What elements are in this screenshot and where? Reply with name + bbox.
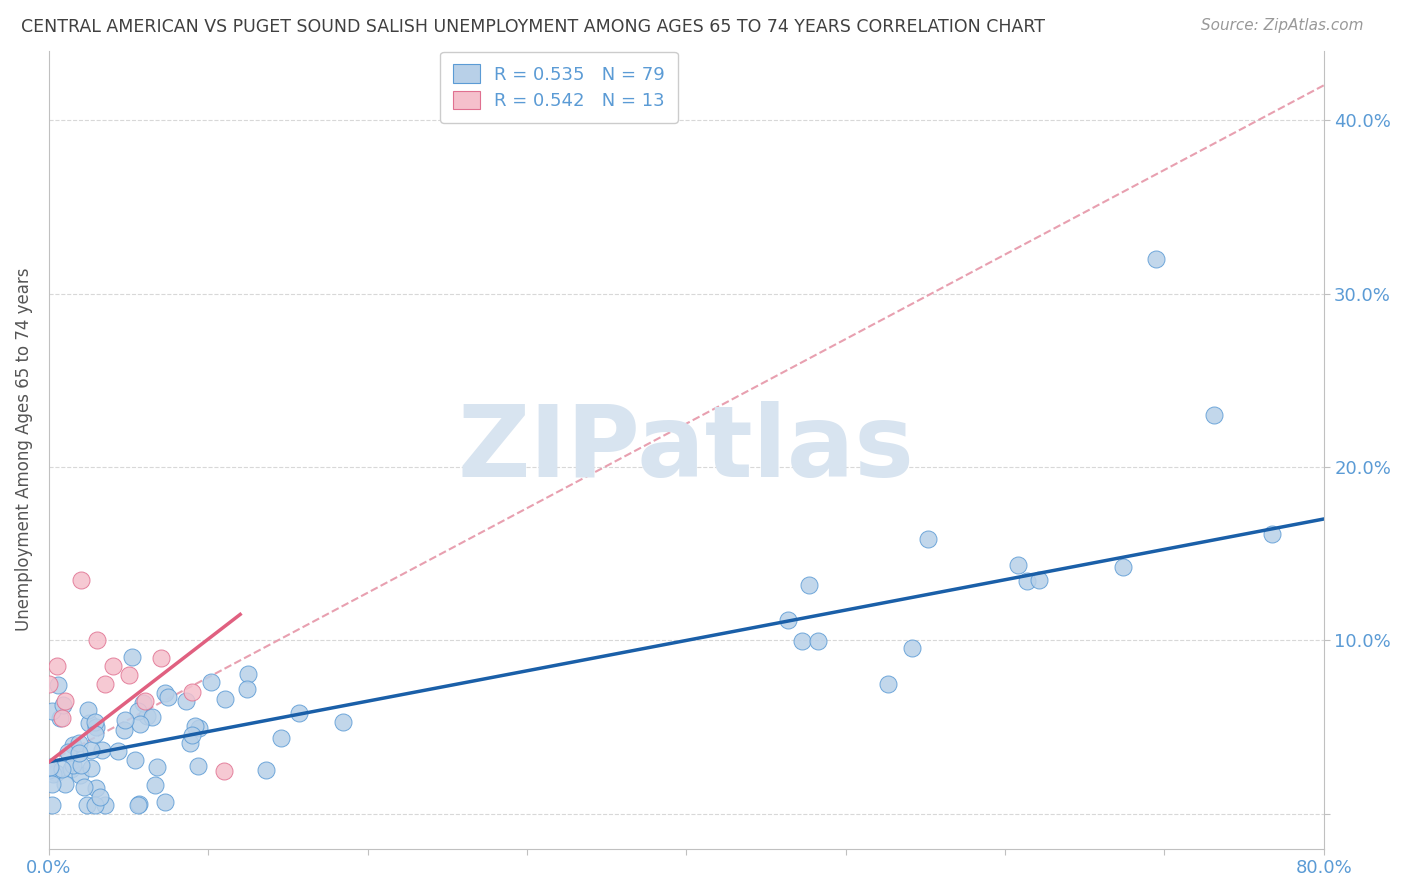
Point <box>51 762 73 776</box>
Point <box>187 759 209 773</box>
Point <box>42 767 65 781</box>
Point <box>73 780 96 795</box>
Point <box>69 758 91 772</box>
Point <box>93 677 115 691</box>
Point <box>67 736 90 750</box>
Point <box>77 715 100 730</box>
Point <box>132 696 155 710</box>
Point <box>187 721 209 735</box>
Point <box>127 798 149 813</box>
Point <box>1144 252 1167 266</box>
Point <box>86 633 108 648</box>
Point <box>51 711 73 725</box>
Point <box>1112 560 1135 574</box>
Point <box>797 578 820 592</box>
Point <box>69 573 91 587</box>
Point <box>49 710 72 724</box>
Point <box>112 723 135 738</box>
Point <box>80 760 103 774</box>
Point <box>200 674 222 689</box>
Point <box>153 686 176 700</box>
Point <box>183 719 205 733</box>
Point <box>38 763 60 777</box>
Point <box>59 762 82 776</box>
Point <box>52 698 75 713</box>
Point <box>235 681 257 696</box>
Point <box>917 532 939 546</box>
Point <box>45 765 67 780</box>
Point <box>214 691 236 706</box>
Point <box>153 795 176 809</box>
Point <box>129 717 152 731</box>
Point <box>141 709 163 723</box>
Point <box>174 693 197 707</box>
Point <box>114 713 136 727</box>
Point <box>1017 574 1039 589</box>
Point <box>41 777 63 791</box>
Point <box>332 714 354 729</box>
Point <box>124 754 146 768</box>
Point <box>69 768 91 782</box>
Point <box>1204 408 1226 422</box>
Point <box>128 797 150 811</box>
Point <box>84 720 107 734</box>
Point <box>69 747 91 761</box>
Legend: R = 0.535   N = 79, R = 0.542   N = 13: R = 0.535 N = 79, R = 0.542 N = 13 <box>440 52 678 123</box>
Point <box>145 760 167 774</box>
Text: CENTRAL AMERICAN VS PUGET SOUND SALISH UNEMPLOYMENT AMONG AGES 65 TO 74 YEARS CO: CENTRAL AMERICAN VS PUGET SOUND SALISH U… <box>21 18 1045 36</box>
Text: Source: ZipAtlas.com: Source: ZipAtlas.com <box>1201 18 1364 33</box>
Point <box>238 667 260 681</box>
Point <box>127 704 149 718</box>
Point <box>41 704 63 718</box>
Point <box>254 763 277 777</box>
Point <box>117 668 139 682</box>
Point <box>53 777 76 791</box>
Point <box>89 790 111 805</box>
Point <box>1028 574 1050 588</box>
Point <box>41 798 63 813</box>
Point <box>84 727 107 741</box>
Point <box>91 743 114 757</box>
Point <box>156 690 179 704</box>
Point <box>46 678 69 692</box>
Point <box>270 731 292 745</box>
Point <box>76 703 98 717</box>
Point <box>83 714 105 729</box>
Point <box>135 708 157 723</box>
Y-axis label: Unemployment Among Ages 65 to 74 years: Unemployment Among Ages 65 to 74 years <box>15 268 32 632</box>
Point <box>181 685 204 699</box>
Point <box>38 760 60 774</box>
Point <box>84 798 107 813</box>
Point <box>1007 558 1029 572</box>
Point <box>62 739 84 753</box>
Point <box>790 634 813 648</box>
Point <box>62 757 84 772</box>
Point <box>45 659 67 673</box>
Point <box>180 729 202 743</box>
Point <box>107 744 129 758</box>
Point <box>94 798 117 813</box>
Point <box>807 633 830 648</box>
Point <box>134 694 156 708</box>
Point <box>1261 526 1284 541</box>
Point <box>38 677 60 691</box>
Point <box>877 677 900 691</box>
Point <box>288 706 311 721</box>
Point <box>121 649 143 664</box>
Point <box>80 742 103 756</box>
Point <box>149 650 172 665</box>
Point <box>778 613 800 627</box>
Point <box>84 780 107 795</box>
Point <box>101 659 124 673</box>
Point <box>179 736 201 750</box>
Point <box>143 778 166 792</box>
Point <box>901 641 924 656</box>
Point <box>58 745 80 759</box>
Point <box>212 764 235 778</box>
Point <box>76 798 98 813</box>
Text: ZIPatlas: ZIPatlas <box>458 401 915 498</box>
Point <box>53 694 76 708</box>
